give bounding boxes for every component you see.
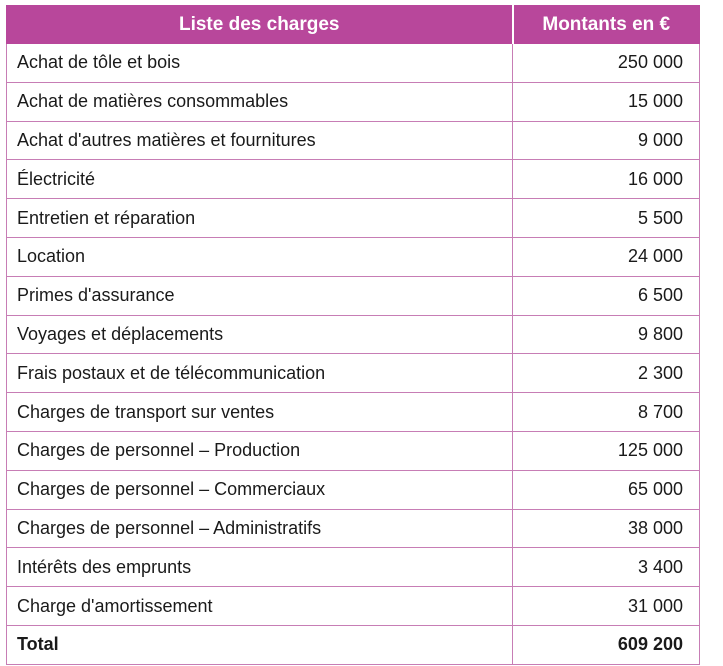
amount-cell: 9 000: [512, 120, 700, 161]
amount-cell: 65 000: [512, 469, 700, 510]
table-header: Liste des charges Montants en €: [6, 5, 700, 44]
label-cell: Total: [6, 624, 513, 665]
amount-cell: 3 400: [512, 547, 700, 588]
header-row: Liste des charges Montants en €: [6, 5, 700, 44]
label-cell: Charge d'amortissement: [6, 586, 513, 626]
table-body: Achat de tôle et bois 250 000 Achat de mat…: [6, 43, 700, 665]
table-row: Intérêts des emprunts 3 400: [6, 547, 700, 588]
table-row: Achat de tôle et bois 250 000: [6, 43, 700, 83]
amount-cell: 125 000: [512, 430, 700, 471]
amount-cell: 24 000: [512, 236, 700, 277]
table-row: Location 24 000: [6, 236, 700, 277]
amount-cell: 5 500: [512, 198, 700, 238]
amount-cell: 250 000: [512, 43, 700, 83]
label-cell: Électricité: [6, 159, 513, 200]
table-row: Charge d'amortissement 31 000: [6, 586, 700, 626]
table-row: Électricité 16 000: [6, 159, 700, 200]
amount-cell: 6 500: [512, 275, 700, 316]
label-cell: Achat de matières consommables: [6, 81, 513, 122]
label-cell: Achat d'autres matières et fournitures: [6, 120, 513, 161]
label-cell: Entretien et réparation: [6, 198, 513, 238]
amount-cell: 8 700: [512, 392, 700, 432]
table-row: Charges de personnel – Administratifs 38 …: [6, 508, 700, 549]
table-row: Achat d'autres matières et fournitures 9 …: [6, 120, 700, 161]
table-row: Entretien et réparation 5 500: [6, 198, 700, 238]
total-row: Total 609 200: [6, 624, 700, 665]
table-row: Charges de transport sur ventes 8 700: [6, 392, 700, 432]
amount-cell: 31 000: [512, 586, 700, 626]
label-cell: Achat de tôle et bois: [6, 43, 513, 83]
amount-cell: 9 800: [512, 314, 700, 355]
table-row: Primes d'assurance 6 500: [6, 275, 700, 316]
label-cell: Charges de transport sur ventes: [6, 392, 513, 432]
amount-cell: 609 200: [512, 624, 700, 665]
label-cell: Frais postaux et de télécommunication: [6, 353, 513, 394]
amount-cell: 15 000: [512, 81, 700, 122]
amount-cell: 2 300: [512, 353, 700, 394]
header-cell: Liste des charges: [6, 5, 513, 44]
table-row: Charges de personnel – Production 125 000: [6, 430, 700, 471]
table-row: Achat de matières consommables 15 000: [6, 81, 700, 122]
header-cell: Montants en €: [511, 5, 700, 44]
table-row: Charges de personnel – Commerciaux 65 000: [6, 469, 700, 510]
label-cell: Intérêts des emprunts: [6, 547, 513, 588]
table-row: Frais postaux et de télécommunication 2 3…: [6, 353, 700, 394]
charges-table: Liste des charges Montants en € Achat de…: [6, 5, 700, 665]
amount-cell: 38 000: [512, 508, 700, 549]
label-cell: Charges de personnel – Production: [6, 430, 513, 471]
label-cell: Voyages et déplacements: [6, 314, 513, 355]
label-cell: Location: [6, 236, 513, 277]
amount-cell: 16 000: [512, 159, 700, 200]
label-cell: Charges de personnel – Administratifs: [6, 508, 513, 549]
label-cell: Primes d'assurance: [6, 275, 513, 316]
table-row: Voyages et déplacements 9 800: [6, 314, 700, 355]
label-cell: Charges de personnel – Commerciaux: [6, 469, 513, 510]
